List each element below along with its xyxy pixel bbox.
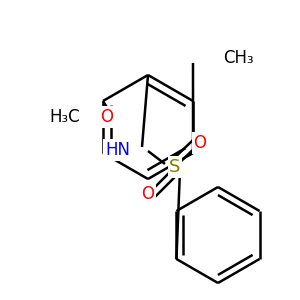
- Text: O: O: [100, 108, 113, 126]
- Text: O: O: [194, 134, 206, 152]
- Text: HN: HN: [105, 141, 130, 159]
- Text: H₃C: H₃C: [50, 108, 80, 126]
- Text: O: O: [142, 185, 154, 203]
- Text: CH₃: CH₃: [223, 49, 254, 67]
- Text: S: S: [169, 158, 181, 176]
